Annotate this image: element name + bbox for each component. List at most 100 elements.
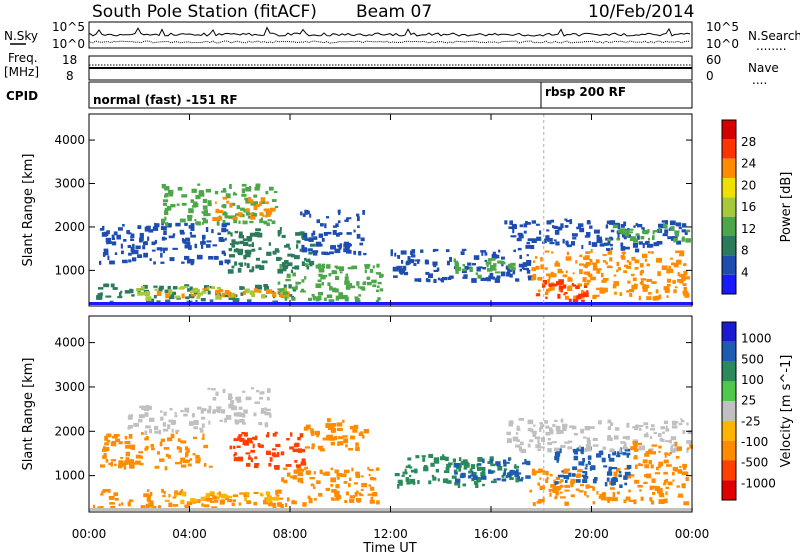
range-cell — [569, 425, 575, 428]
y-tick-label: 2000 — [54, 424, 85, 438]
range-cell — [319, 469, 323, 474]
ground-scatter-cell — [249, 508, 251, 511]
range-cell — [434, 458, 440, 464]
ground-scatter-cell — [269, 508, 271, 511]
range-cell — [295, 464, 301, 468]
range-cell — [376, 263, 380, 268]
range-cell — [642, 445, 646, 451]
ground-scatter-cell — [573, 302, 575, 305]
range-cell — [146, 494, 151, 499]
nave-label: Nave — [748, 61, 779, 75]
ground-scatter-cell — [651, 302, 653, 305]
ground-scatter-cell — [637, 302, 639, 305]
range-cell — [202, 205, 208, 210]
ground-scatter-cell — [331, 508, 333, 511]
range-cell — [656, 241, 663, 245]
range-cell — [241, 193, 247, 197]
range-cell — [521, 477, 524, 480]
range-cell — [462, 483, 467, 487]
ground-scatter-cell — [115, 302, 117, 305]
ground-scatter-cell — [281, 302, 283, 305]
range-cell — [616, 491, 620, 495]
range-cell — [480, 277, 487, 281]
range-cell — [355, 473, 360, 478]
ground-scatter-cell — [287, 508, 289, 511]
range-cell — [188, 245, 192, 250]
range-cell — [663, 459, 669, 464]
range-cell — [446, 463, 451, 468]
range-cell — [486, 277, 491, 282]
range-cell — [287, 253, 293, 257]
range-cell — [654, 295, 660, 300]
ground-scatter-cell — [285, 508, 287, 511]
range-cell — [248, 199, 254, 202]
range-cell — [206, 244, 211, 248]
range-cell — [525, 221, 528, 225]
range-cell — [109, 260, 115, 265]
range-cell — [184, 459, 191, 463]
ground-scatter-cell — [537, 302, 539, 305]
range-cell — [470, 474, 476, 477]
ground-scatter-cell — [241, 508, 243, 511]
ground-scatter-cell — [457, 508, 459, 511]
ground-scatter-cell — [557, 302, 559, 305]
range-cell — [301, 458, 306, 462]
range-cell — [538, 289, 541, 293]
range-cell — [236, 399, 239, 403]
range-cell — [555, 486, 562, 490]
ground-scatter-cell — [215, 508, 217, 511]
range-cell — [681, 223, 687, 228]
range-cell — [585, 251, 591, 254]
ground-scatter-cell — [283, 302, 285, 305]
ground-scatter-cell — [665, 302, 667, 305]
range-cell — [455, 478, 461, 483]
ground-scatter-cell — [455, 508, 457, 511]
ground-scatter-cell — [307, 302, 309, 305]
ground-scatter-cell — [521, 302, 523, 305]
range-cell — [612, 224, 619, 229]
range-cell — [144, 412, 149, 417]
range-cell — [538, 468, 543, 472]
ground-scatter-cell — [645, 508, 647, 511]
range-cell — [183, 413, 188, 417]
range-cell — [215, 391, 219, 396]
range-cell — [670, 226, 675, 231]
range-cell — [208, 420, 211, 425]
range-cell — [296, 467, 302, 472]
range-cell — [579, 263, 584, 266]
range-cell — [683, 263, 687, 267]
ground-scatter-cell — [439, 508, 441, 511]
range-cell — [472, 472, 477, 477]
ground-scatter-cell — [499, 508, 501, 511]
ground-scatter-cell — [341, 508, 343, 511]
range-cell — [111, 435, 118, 439]
range-cell — [225, 415, 232, 420]
ground-scatter-cell — [505, 508, 507, 511]
range-cell — [313, 471, 316, 475]
ground-scatter-cell — [377, 302, 379, 305]
range-cell — [620, 224, 625, 228]
ground-scatter-cell — [393, 302, 395, 305]
ground-scatter-cell — [423, 302, 425, 305]
ground-scatter-cell — [245, 508, 247, 511]
range-cell — [164, 186, 170, 191]
range-cell — [663, 480, 667, 484]
range-cell — [233, 438, 238, 442]
range-cell — [486, 264, 489, 268]
range-cell — [478, 266, 483, 269]
x-tick-label: 20:00 — [574, 527, 609, 541]
ground-scatter-cell — [153, 302, 155, 305]
range-cell — [174, 295, 181, 299]
range-cell — [669, 452, 672, 455]
ground-scatter-cell — [107, 508, 109, 511]
cpid-label: CPID — [6, 89, 38, 103]
range-cell — [601, 272, 604, 278]
range-cell — [580, 428, 585, 434]
range-cell — [512, 436, 519, 442]
ground-scatter-cell — [483, 302, 485, 305]
ground-scatter-cell — [599, 302, 601, 305]
ground-scatter-cell — [131, 302, 133, 305]
range-cell — [245, 187, 249, 191]
range-cell — [265, 491, 271, 496]
range-cell — [180, 410, 184, 413]
